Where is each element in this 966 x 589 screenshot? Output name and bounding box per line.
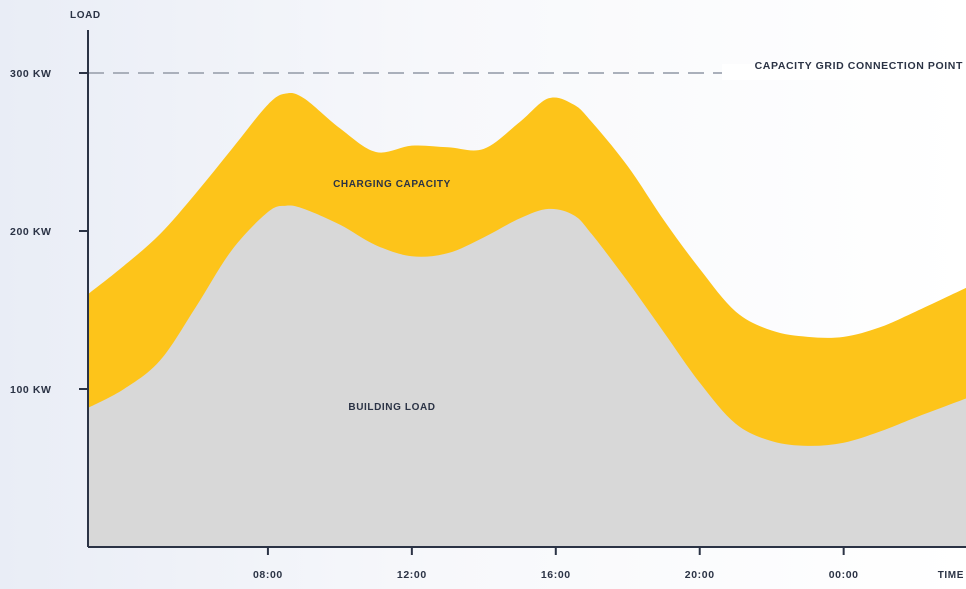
building-load-label: BUILDING LOAD [348,402,435,413]
x-tick-label: 12:00 [397,569,427,581]
x-tick-label: 16:00 [541,569,571,581]
reference-line-label: CAPACITY GRID CONNECTION POINT [755,60,963,72]
y-tick-label: 100 KW [10,384,52,396]
x-tick-label: 20:00 [685,569,715,581]
y-tick-label: 300 KW [10,68,52,80]
x-tick-label: 00:00 [829,569,859,581]
axes-layer: 100 KW 200 KW 300 KW 08:00 12:00 16:00 20:00 00… [10,10,966,581]
x-tick-label: 08:00 [253,569,283,581]
reference-label-background [722,64,966,80]
y-tick-label: 200 KW [10,226,52,238]
areas-layer [88,93,966,547]
building-load-area [88,205,966,547]
y-axis-title: LOAD [70,10,101,21]
charging-capacity-label: CHARGING CAPACITY [333,179,451,190]
labels-layer: CHARGING CAPACITY BUILDING LOAD [333,179,451,413]
x-axis-title: TIME [938,570,964,581]
reference-layer: CAPACITY GRID CONNECTION POINT [88,60,966,80]
